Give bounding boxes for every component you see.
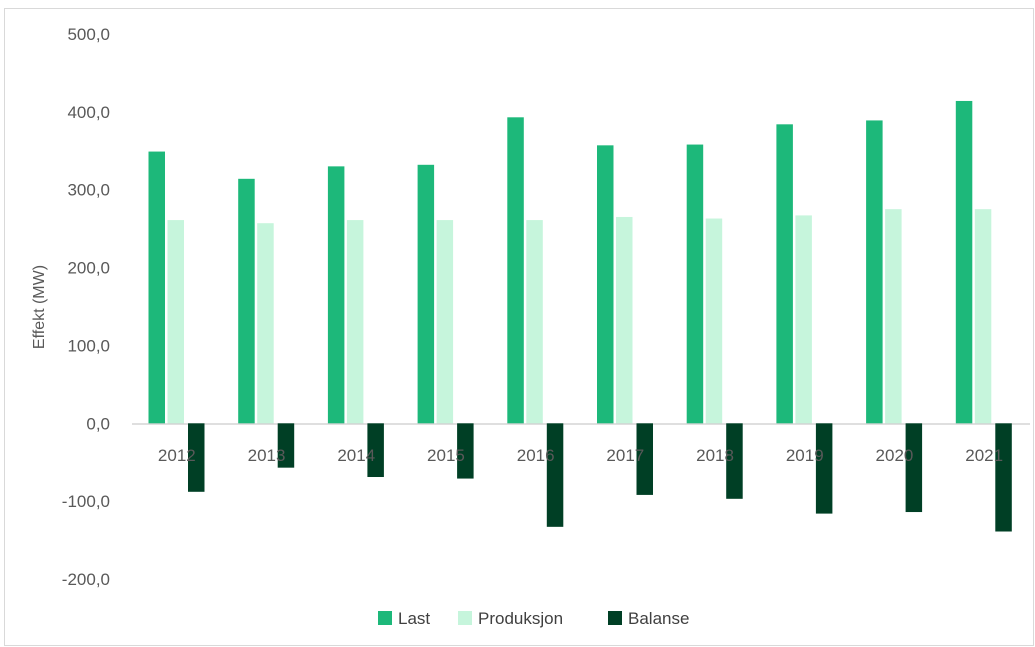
- bar-produksjon-2016: [526, 220, 543, 423]
- legend-swatch-produksjon: [458, 611, 472, 625]
- y-tick-label: 500,0: [67, 25, 110, 44]
- legend-label-produksjon: Produksjon: [478, 609, 563, 628]
- bar-produksjon-2015: [437, 220, 454, 423]
- y-axis-ticks: 500,0 400,0 300,0 200,0 100,0 0,0 -100,0 -200,0: [62, 25, 110, 589]
- x-tick-label: 2019: [786, 446, 824, 465]
- bar-produksjon-2020: [885, 209, 902, 423]
- bar-produksjon-2014: [347, 220, 364, 423]
- y-tick-label: 300,0: [67, 181, 110, 200]
- y-tick-label: 100,0: [67, 336, 110, 355]
- bar-last-2020: [866, 120, 883, 423]
- x-tick-label: 2018: [696, 446, 734, 465]
- x-tick-label: 2017: [606, 446, 644, 465]
- bar-last-2013: [238, 179, 255, 423]
- bar-last-2014: [328, 166, 345, 423]
- legend: Last Produksjon Balanse: [378, 609, 689, 628]
- bar-last-2019: [776, 124, 793, 423]
- bar-produksjon-2012: [168, 220, 185, 423]
- bar-produksjon-2019: [795, 215, 812, 423]
- x-tick-label: 2021: [965, 446, 1003, 465]
- y-tick-label: 0,0: [86, 414, 110, 433]
- legend-swatch-last: [378, 611, 392, 625]
- bar-produksjon-2017: [616, 217, 633, 423]
- x-tick-label: 2020: [876, 446, 914, 465]
- bar-balanse-2021: [995, 423, 1012, 531]
- x-tick-label: 2015: [427, 446, 465, 465]
- bar-last-2021: [956, 101, 973, 423]
- y-axis-title: Effekt (MW): [31, 265, 48, 349]
- x-tick-label: 2012: [158, 446, 196, 465]
- legend-label-last: Last: [398, 609, 430, 628]
- legend-swatch-balanse: [608, 611, 622, 625]
- bar-produksjon-2018: [706, 219, 723, 424]
- y-tick-label: -100,0: [62, 492, 110, 511]
- bar-balanse-2016: [547, 423, 564, 527]
- y-tick-label: -200,0: [62, 570, 110, 589]
- legend-label-balanse: Balanse: [628, 609, 689, 628]
- bar-last-2012: [149, 152, 166, 424]
- bar-last-2018: [687, 145, 704, 424]
- x-tick-label: 2016: [517, 446, 555, 465]
- bar-last-2016: [507, 117, 524, 423]
- bar-balanse-2019: [816, 423, 833, 513]
- bars: [149, 101, 1012, 532]
- y-tick-label: 200,0: [67, 259, 110, 278]
- x-tick-label: 2013: [248, 446, 286, 465]
- bar-last-2015: [418, 165, 435, 423]
- x-axis-ticks: 2012 2013 2014 2015 2016 2017 2018 2019 2020 2021: [158, 446, 1003, 465]
- bar-balanse-2020: [906, 423, 923, 512]
- bar-produksjon-2013: [257, 223, 274, 423]
- x-tick-label: 2014: [337, 446, 375, 465]
- bar-last-2017: [597, 145, 614, 423]
- y-tick-label: 400,0: [67, 103, 110, 122]
- bar-produksjon-2021: [975, 209, 992, 423]
